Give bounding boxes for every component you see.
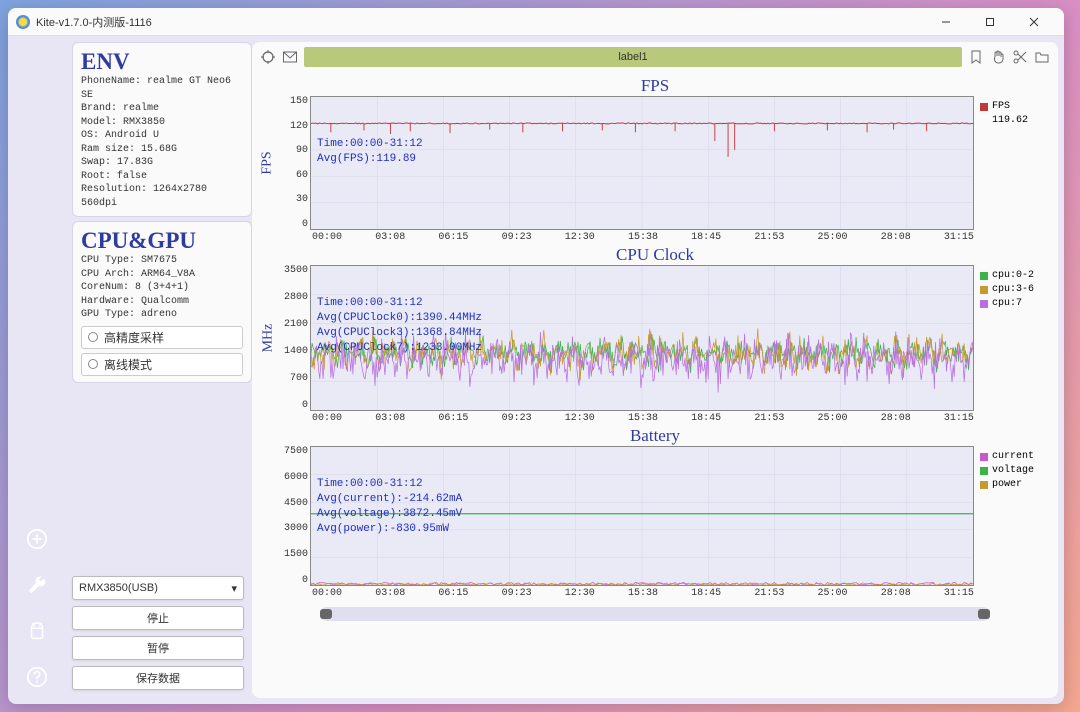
app-window: Kite-v1.7.0-内测版-1116 ENV PhoneName: real…	[8, 8, 1064, 704]
target-icon[interactable]	[260, 49, 276, 65]
hand-icon[interactable]	[990, 49, 1006, 65]
left-iconbar	[8, 36, 66, 704]
android-icon[interactable]	[26, 620, 48, 642]
cpu-plot[interactable]: Time:00:00-31:12 Avg(CPUClock0):1390.44M…	[310, 265, 974, 411]
chevron-down-icon: ▾	[231, 582, 237, 595]
folder-icon[interactable]	[1034, 49, 1050, 65]
battery-plot[interactable]: Time:00:00-31:12 Avg(current):-214.62mA …	[310, 446, 974, 586]
fps-plot[interactable]: Time:00:00-31:12 Avg(FPS):119.89	[310, 96, 974, 230]
fps-chart: FPS FPS 150120 9060 300 Time:00:00-31:12…	[260, 76, 1050, 243]
minimize-button[interactable]	[924, 8, 968, 36]
window-title: Kite-v1.7.0-内测版-1116	[36, 14, 152, 30]
radio-icon	[88, 359, 98, 369]
scissors-icon[interactable]	[1012, 49, 1028, 65]
cpu-legend: cpu:0-2 cpu:3-6 cpu:7	[974, 265, 1050, 411]
save-data-button[interactable]: 保存数据	[72, 666, 244, 690]
env-info: PhoneName: realme GT Neo6 SE Brand: real…	[81, 75, 243, 210]
pause-button[interactable]: 暂停	[72, 636, 244, 660]
help-icon[interactable]	[26, 666, 48, 688]
mail-icon[interactable]	[282, 49, 298, 65]
sidebar: ENV PhoneName: realme GT Neo6 SE Brand: …	[66, 36, 252, 704]
app-icon	[16, 15, 30, 29]
battery-chart: Battery 75006000 45003000 15000 Time:00:…	[260, 426, 1050, 599]
label-bar: label1	[304, 47, 962, 67]
battery-legend: current voltage power	[974, 446, 1050, 586]
radio-icon	[88, 332, 98, 342]
maximize-button[interactable]	[968, 8, 1012, 36]
option-offline-mode[interactable]: 离线模式	[81, 353, 243, 376]
stop-button[interactable]: 停止	[72, 606, 244, 630]
battery-xticks: 00:0003:0806:15 09:2312:3015:38 18:4521:…	[260, 586, 1050, 599]
close-button[interactable]	[1012, 8, 1056, 36]
fps-xticks: 00:0003:0806:15 09:2312:3015:38 18:4521:…	[260, 230, 1050, 243]
toolbar: label1	[252, 42, 1058, 72]
env-panel: ENV PhoneName: realme GT Neo6 SE Brand: …	[72, 42, 252, 217]
charts-container: FPS FPS 150120 9060 300 Time:00:00-31:12…	[252, 72, 1058, 698]
fps-legend: FPS 119.62	[974, 96, 1050, 230]
titlebar: Kite-v1.7.0-内测版-1116	[8, 8, 1064, 36]
env-title: ENV	[81, 49, 243, 75]
wrench-icon[interactable]	[26, 574, 48, 596]
option-high-precision[interactable]: 高精度采样	[81, 326, 243, 349]
cpu-clock-chart: CPU Clock MHz 35002800 21001400 7000 Tim…	[260, 245, 1050, 424]
cpu-xticks: 00:0003:0806:15 09:2312:3015:38 18:4521:…	[260, 411, 1050, 424]
cpugpu-panel: CPU&GPU CPU Type: SM7675 CPU Arch: ARM64…	[72, 221, 252, 383]
battery-yticks: 75006000 45003000 15000	[276, 446, 310, 586]
bookmark-icon[interactable]	[968, 49, 984, 65]
fps-yticks: 150120 9060 300	[276, 96, 310, 230]
cpu-yticks: 35002800 21001400 7000	[276, 265, 310, 411]
device-select[interactable]: RMX3850(USB) ▾	[72, 576, 244, 600]
cpugpu-title: CPU&GPU	[81, 228, 243, 254]
main-area: label1 FPS FPS 150120 9060 300	[252, 42, 1058, 698]
timeline-scrollbar[interactable]	[320, 607, 990, 621]
add-icon[interactable]	[26, 528, 48, 550]
cpugpu-info: CPU Type: SM7675 CPU Arch: ARM64_V8A Cor…	[81, 254, 243, 322]
